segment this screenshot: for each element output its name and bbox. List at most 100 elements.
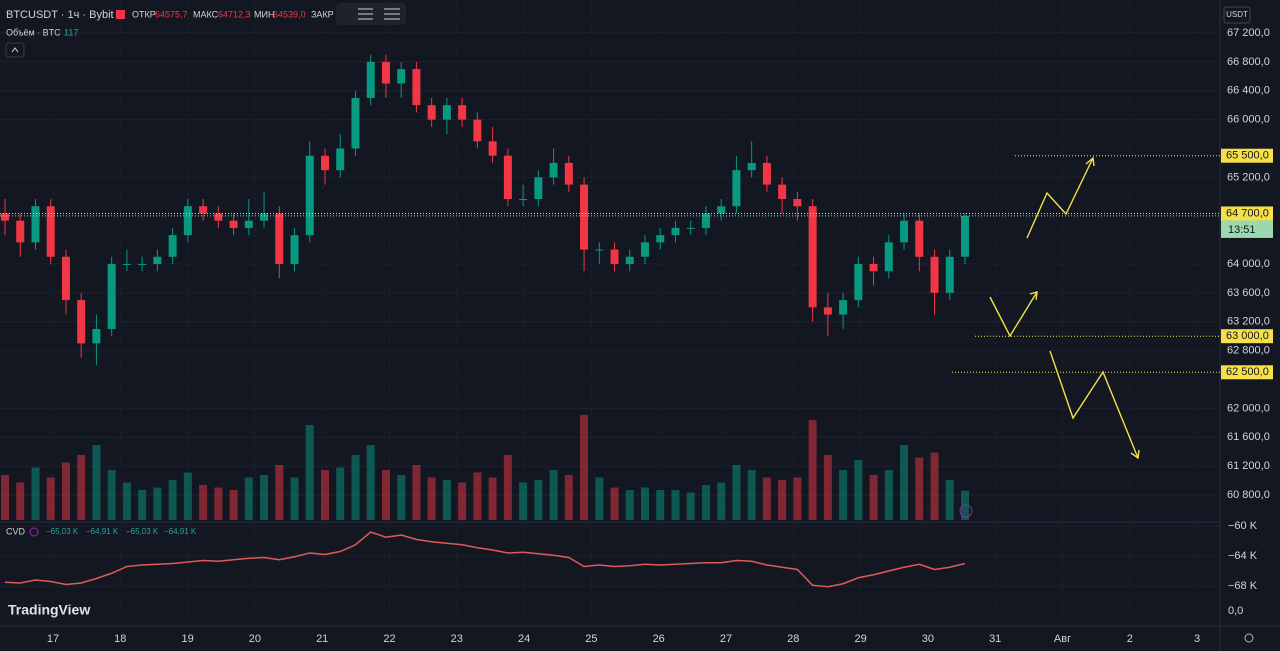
candle-body xyxy=(199,206,208,214)
candle-body xyxy=(884,242,893,272)
date-label: 23 xyxy=(451,633,463,645)
volume-bar xyxy=(1,475,9,520)
volume-bar xyxy=(488,477,497,520)
candle-body xyxy=(549,162,558,178)
candle-body xyxy=(260,213,269,221)
open-label: ОТКР xyxy=(132,9,156,19)
price-tick-label: 63 600,0 xyxy=(1227,287,1270,299)
date-label: 17 xyxy=(47,633,59,645)
volume-bar xyxy=(92,445,101,520)
volume-bar xyxy=(275,465,284,520)
toolbar-icons xyxy=(358,8,400,20)
volume-bar xyxy=(381,470,390,520)
volume-bar xyxy=(458,482,467,520)
open-value: 64575,7 xyxy=(155,9,188,19)
volume-bar xyxy=(519,482,528,520)
candle-body xyxy=(961,215,969,257)
arrow-path xyxy=(1049,350,1139,459)
volume-bar xyxy=(686,492,695,520)
volume-bar xyxy=(580,415,589,520)
volume-bar xyxy=(442,480,451,520)
volume-bar xyxy=(564,475,573,520)
candle-body xyxy=(351,97,360,149)
volume-bar xyxy=(351,455,360,520)
price-tick-label: 61 200,0 xyxy=(1227,460,1270,472)
volume-bar xyxy=(305,425,314,520)
candle-body xyxy=(610,249,619,264)
low-label: МИН xyxy=(254,9,274,19)
symbol: BTCUSDT · 1ч · Bybit xyxy=(6,9,114,21)
volume-bar xyxy=(122,482,131,520)
date-label: 25 xyxy=(585,633,597,645)
volume-bar xyxy=(701,485,710,520)
candle-body xyxy=(214,213,223,221)
cvd-tick-label: −60 K xyxy=(1228,520,1258,532)
candle-body xyxy=(519,199,528,201)
volume-bar xyxy=(671,490,680,520)
drawings xyxy=(989,156,1140,460)
candle-body xyxy=(153,256,162,264)
volume-bar xyxy=(717,482,726,520)
candle-body xyxy=(747,162,756,171)
candle-body xyxy=(900,220,909,243)
volume-bar xyxy=(884,470,893,520)
collapse-button[interactable] xyxy=(5,42,25,58)
volume-bar xyxy=(321,470,329,520)
candle-body xyxy=(625,256,634,264)
cvd-value: −64,91 K xyxy=(86,527,119,536)
date-label: 21 xyxy=(316,633,328,645)
date-label: 31 xyxy=(989,633,1001,645)
candle-body xyxy=(397,69,406,84)
price-tick-label: 63 200,0 xyxy=(1227,316,1270,328)
date-label: 30 xyxy=(922,633,934,645)
volume-bar xyxy=(138,490,147,520)
volume-bar xyxy=(412,465,421,520)
settings-icon[interactable] xyxy=(1244,633,1254,643)
candle-body xyxy=(701,213,710,228)
volume-bar xyxy=(930,452,939,520)
alert-icon[interactable] xyxy=(959,504,973,518)
volume-bar xyxy=(534,480,543,520)
currency-button[interactable] xyxy=(1223,6,1251,24)
close-label: ЗАКР xyxy=(311,9,334,19)
volume-bar xyxy=(77,455,86,520)
date-label: 3 xyxy=(1194,633,1200,645)
arrow-head xyxy=(1029,291,1038,301)
high-label: МАКС xyxy=(193,9,219,19)
candle-body xyxy=(808,206,817,308)
volume-bar xyxy=(214,487,223,520)
price-tick-label: 66 000,0 xyxy=(1227,114,1270,126)
candle-body xyxy=(442,105,451,120)
cvd-label: CVD xyxy=(6,526,26,536)
candle-body xyxy=(671,227,680,236)
candle-body xyxy=(321,155,329,171)
candle-body xyxy=(686,227,695,229)
date-label: 18 xyxy=(114,633,126,645)
price-tick-label: 66 400,0 xyxy=(1227,85,1270,97)
cvd-line xyxy=(4,531,966,588)
volume-bar xyxy=(915,457,924,520)
volume-bar xyxy=(260,475,269,520)
candle-body xyxy=(244,220,253,228)
arrow-head xyxy=(1130,449,1140,460)
date-label: 20 xyxy=(249,633,261,645)
volume-bar xyxy=(168,480,177,520)
volume-bar xyxy=(595,477,604,520)
low-value: 64539,0 xyxy=(273,9,306,19)
volume-bar xyxy=(839,470,848,520)
date-label: 19 xyxy=(181,633,193,645)
volume-bar xyxy=(610,487,619,520)
date-label: 26 xyxy=(653,633,665,645)
volume-bar xyxy=(854,460,863,520)
volume-bar xyxy=(503,455,512,520)
level-label: 63 000,0 xyxy=(1226,330,1269,342)
candle-body xyxy=(458,105,467,120)
candle-body xyxy=(275,213,284,264)
level-label: 65 500,0 xyxy=(1226,150,1269,162)
volume-bar xyxy=(153,487,162,520)
volume-bar xyxy=(107,470,116,520)
volume-bar xyxy=(46,477,55,520)
level-label: 62 500,0 xyxy=(1226,366,1269,378)
candle-body xyxy=(839,300,848,315)
